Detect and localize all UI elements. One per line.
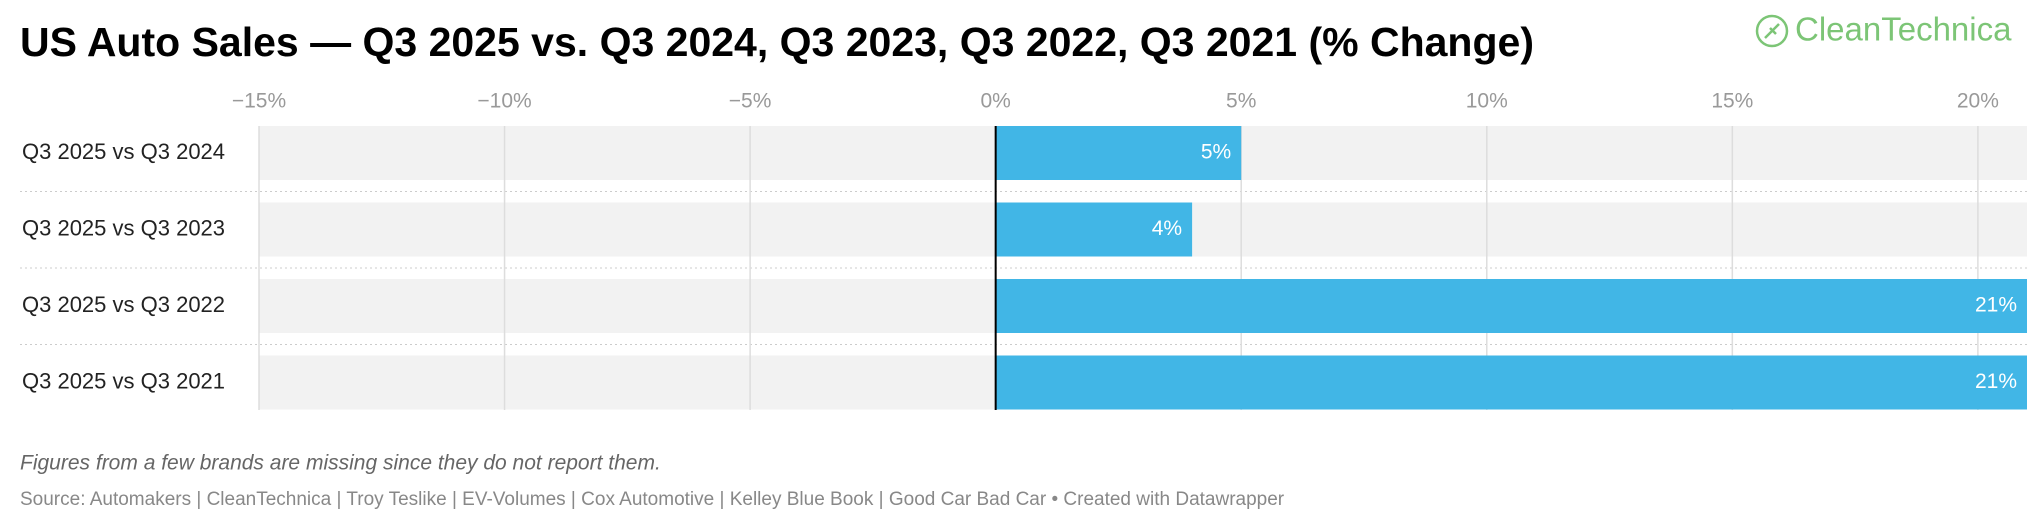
chart-title: US Auto Sales — Q3 2025 vs. Q3 2024, Q3 … [20,19,1534,65]
bar [995,202,1193,257]
x-tick-label: 0% [980,90,1010,113]
logo-icon-plug [1764,23,1780,39]
bar [995,126,1242,180]
y-tick-label: Q3 2025 vs Q3 2023 [22,215,225,240]
source: Source: Automakers | CleanTechnica | Tro… [20,489,1285,510]
x-tick-label: 20% [1957,90,1999,113]
x-tick-label: 15% [1711,90,1753,113]
x-tick-label: −15% [232,90,286,113]
y-tick-label: Q3 2025 vs Q3 2024 [22,139,225,164]
x-tick-label: 10% [1466,90,1508,113]
value-label: 4% [1152,217,1182,240]
note: Figures from a few brands are missing si… [20,452,661,475]
logo-text: CleanTechnica [1795,11,2012,48]
logo-icon [1755,14,1789,48]
y-tick-label: Q3 2025 vs Q3 2022 [22,292,225,317]
x-tick-label: −5% [729,90,772,113]
logo: CleanTechnica [1755,11,2012,48]
value-label: 21% [1975,370,2017,393]
bar [995,279,2027,333]
value-label: 21% [1975,294,2017,317]
y-tick-label: Q3 2025 vs Q3 2021 [22,368,225,393]
x-tick-label: 5% [1226,90,1256,113]
value-label: 5% [1201,141,1231,164]
bar [995,355,2027,410]
x-tick-label: −10% [477,90,531,113]
